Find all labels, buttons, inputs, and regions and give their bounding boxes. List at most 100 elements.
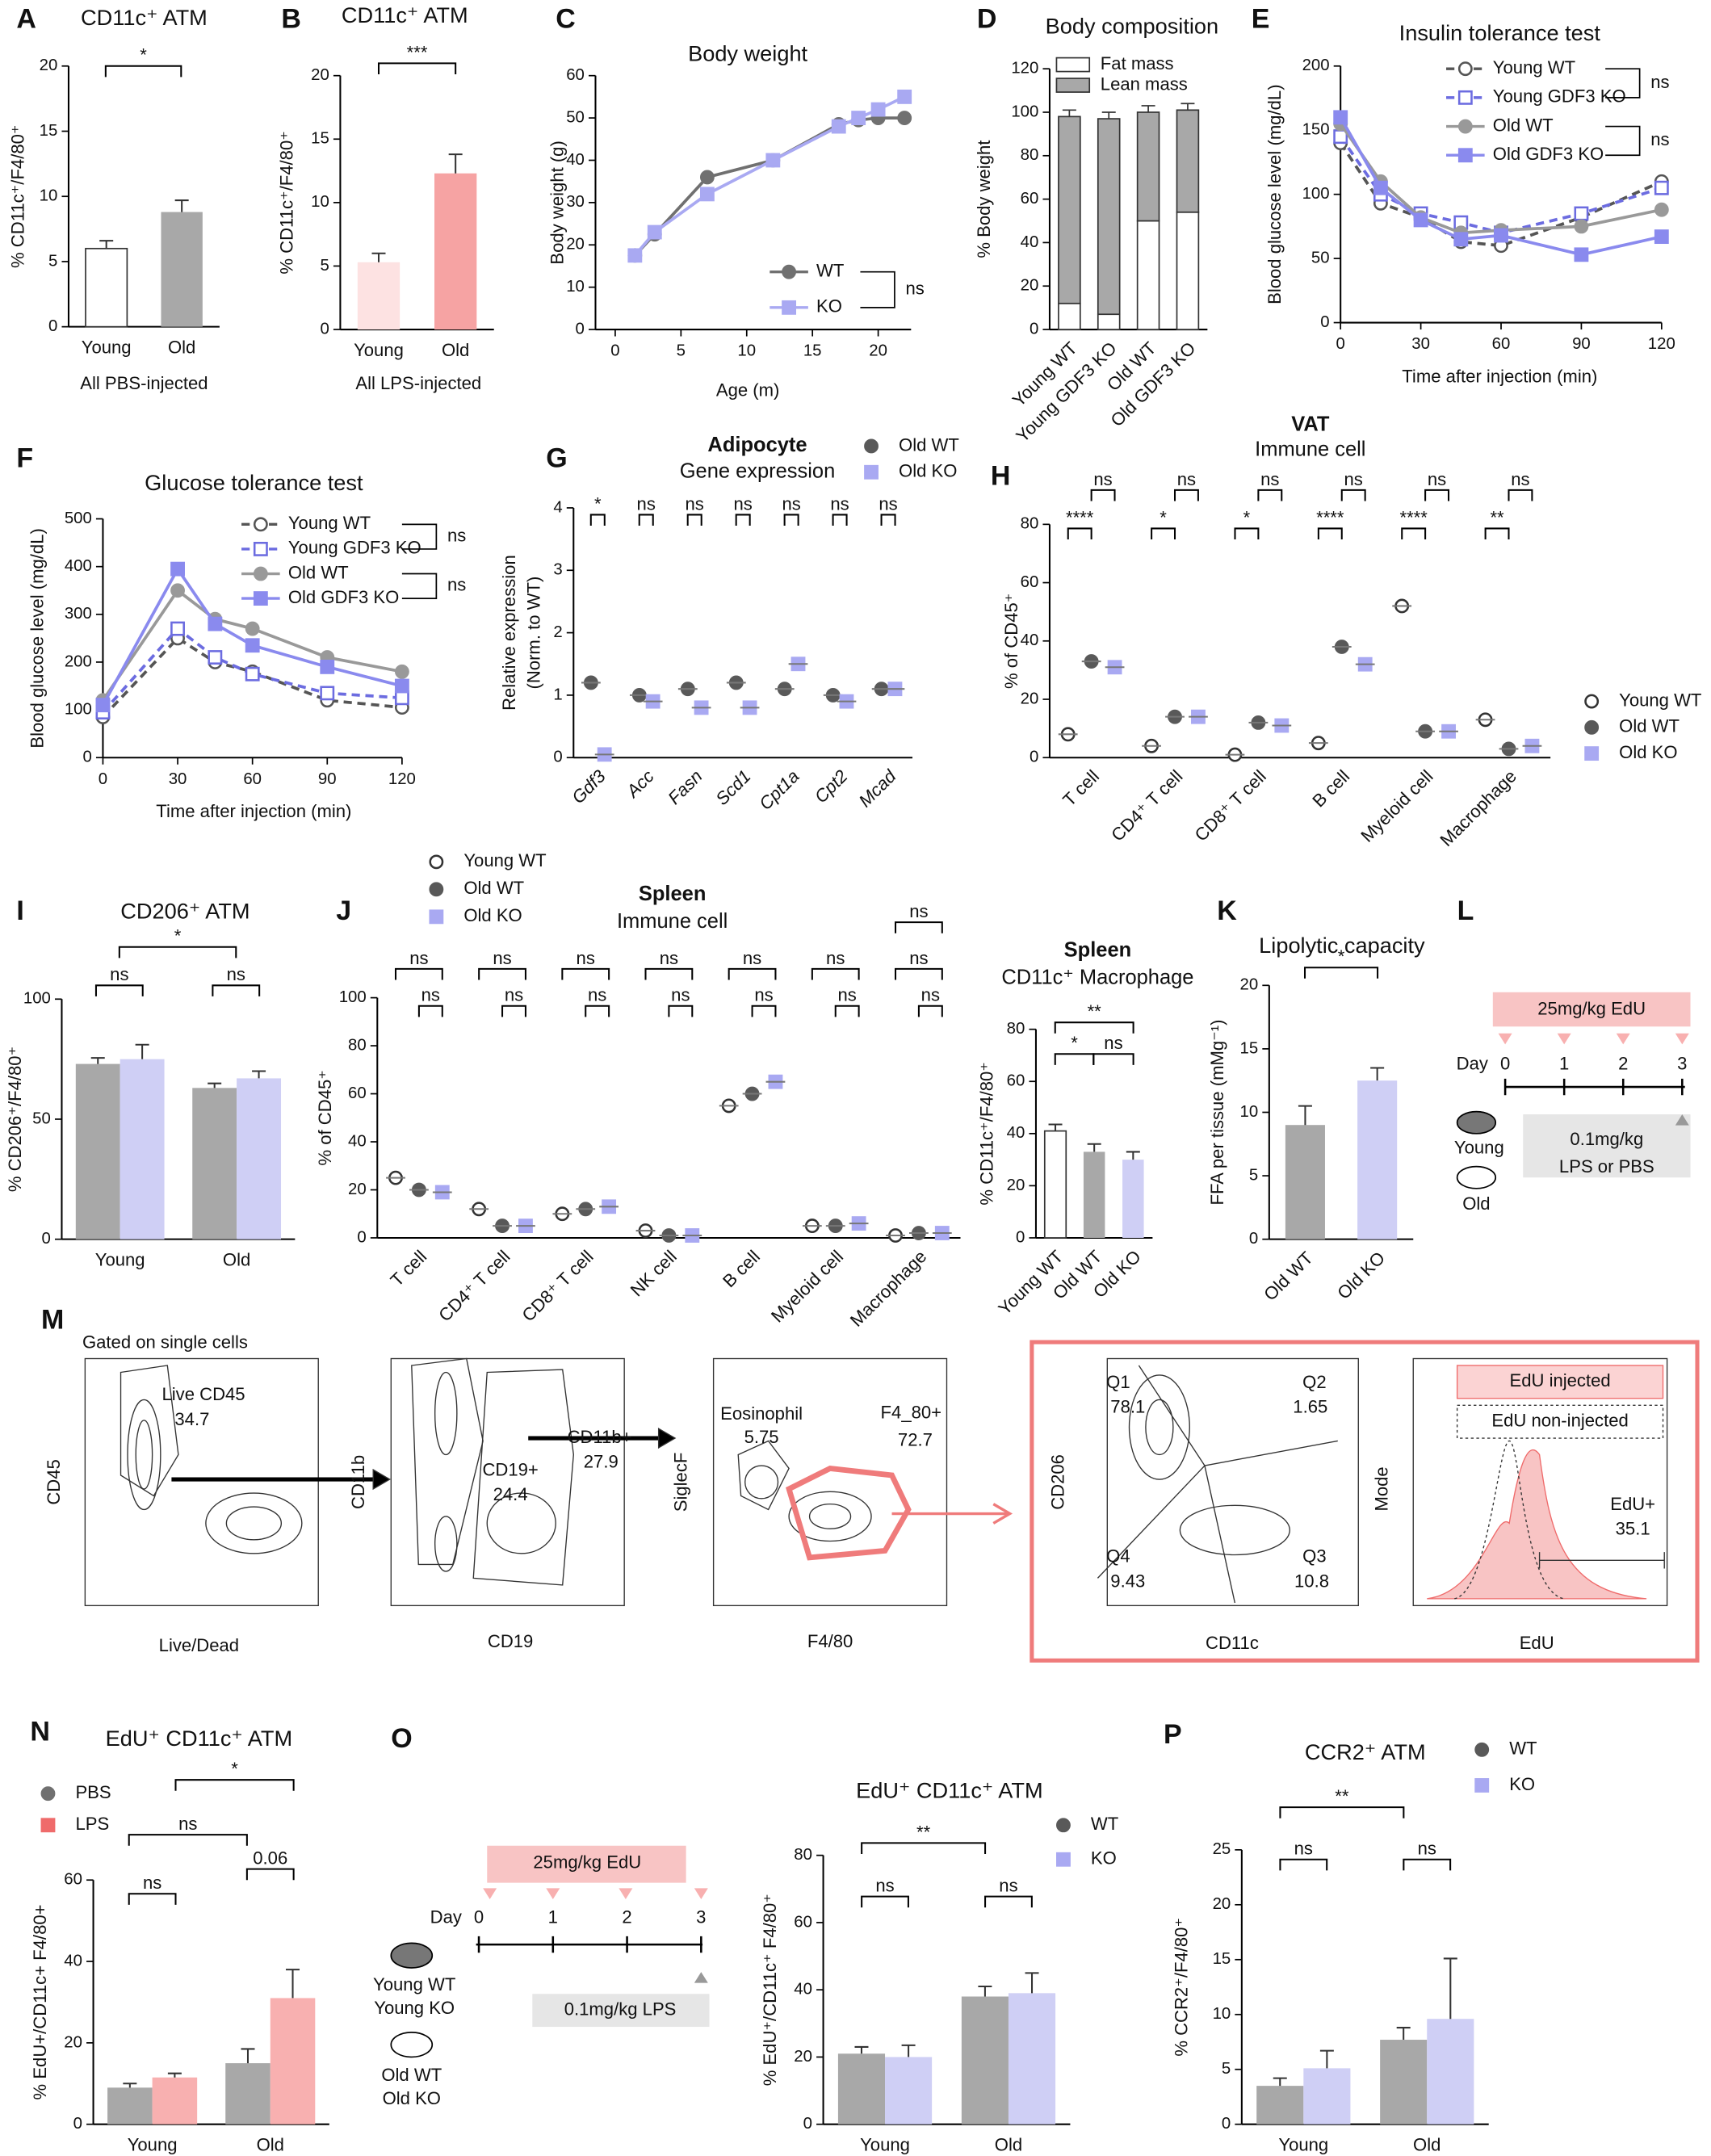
y-axis-label: % CD206⁺/F4/80⁺ xyxy=(5,1047,25,1192)
significance-bracket xyxy=(1279,1858,1328,1871)
annotation-text: 24.4 xyxy=(493,1484,528,1504)
significance-label: ns xyxy=(660,948,678,968)
bar-segment xyxy=(1058,115,1081,304)
legend-marker xyxy=(1056,1818,1071,1833)
bar xyxy=(1083,1151,1105,1238)
legend-label: Young GDF3 KO xyxy=(1493,86,1626,107)
significance-bracket xyxy=(1401,527,1427,540)
significance-bracket xyxy=(834,1005,860,1017)
error-bar xyxy=(123,2083,137,2088)
y-tick-label: 0 xyxy=(48,317,57,335)
significance-label: ns xyxy=(875,1876,894,1896)
significance-bracket xyxy=(1279,1806,1405,1818)
y-tick-label: 25 xyxy=(1213,1840,1231,1858)
gate-highlight xyxy=(786,1465,912,1561)
y-tick-label: 10 xyxy=(1240,1103,1259,1121)
panel-label: A xyxy=(16,4,36,35)
mouse-icon xyxy=(1456,1165,1497,1189)
x-tick-label: 5 xyxy=(677,342,686,360)
significance-bracket xyxy=(1092,1053,1134,1065)
histogram-edu xyxy=(1427,1449,1647,1600)
gate xyxy=(120,1365,179,1497)
series-line xyxy=(101,566,403,707)
x-axis-label: Age (m) xyxy=(716,380,780,400)
significance-label: ns xyxy=(1418,1839,1436,1859)
significance-bracket xyxy=(895,967,943,980)
bar xyxy=(225,2063,270,2125)
legend-marker xyxy=(1584,746,1600,761)
annotation-text: CD11b xyxy=(348,1455,368,1509)
significance-label: * xyxy=(174,926,182,946)
contour xyxy=(1179,1504,1291,1556)
y-tick-label: 40 xyxy=(348,1132,367,1150)
chart-title: CCR2⁺ ATM xyxy=(1305,1739,1426,1764)
significance-bracket xyxy=(104,65,182,78)
significance-label: * xyxy=(1160,507,1167,527)
annotation-text: 0 xyxy=(474,1907,484,1927)
data-point xyxy=(320,659,335,674)
y-tick-label: 5 xyxy=(320,257,329,275)
significance-bracket xyxy=(174,1779,295,1791)
error-bar xyxy=(286,1969,300,1999)
y-tick-label: 120 xyxy=(1011,60,1038,78)
bar xyxy=(85,247,128,328)
y-tick-label: 80 xyxy=(1021,146,1039,164)
gate xyxy=(411,1357,484,1566)
annotation-text: EdU+ xyxy=(1610,1494,1655,1514)
legend-marker xyxy=(1056,1852,1071,1867)
significance-bracket xyxy=(917,1005,943,1017)
significance-bracket xyxy=(638,514,654,526)
contour xyxy=(1145,1399,1174,1456)
bar-segment xyxy=(1136,220,1160,330)
bar xyxy=(1427,2019,1474,2125)
annotation-text: Q2 xyxy=(1302,1372,1326,1392)
data-point xyxy=(897,89,912,104)
significance-label: ns xyxy=(1428,469,1446,489)
legend-label: Fat mass xyxy=(1101,53,1174,73)
significance-bracket xyxy=(880,514,896,526)
y-tick-label: 60 xyxy=(1021,190,1039,208)
y-tick-label: 100 xyxy=(339,988,367,1006)
data-point xyxy=(1654,229,1669,245)
chart-subtitle: Gene expression xyxy=(680,460,836,483)
y-tick-label: 300 xyxy=(65,605,92,623)
panel-label: N xyxy=(30,1716,50,1747)
legend-label: Old WT xyxy=(899,434,959,455)
edu-gate xyxy=(1538,1552,1665,1569)
annotation-text: 10.8 xyxy=(1294,1571,1329,1591)
chart-title: Glucose tolerance test xyxy=(145,470,363,495)
significance-bracket xyxy=(668,1005,694,1017)
bar xyxy=(434,173,477,330)
y-tick-label: 0 xyxy=(1016,1228,1025,1246)
y-tick-label: 0 xyxy=(357,1228,366,1246)
x-tick-label: 10 xyxy=(737,342,756,360)
annotation-text: Q4 xyxy=(1106,1546,1130,1567)
legend-marker xyxy=(429,909,444,925)
legend-label: Old WT xyxy=(1619,716,1680,736)
y-tick-label: 30 xyxy=(566,193,585,211)
x-tick-label: 30 xyxy=(169,770,187,788)
annotation-text: Old WT xyxy=(381,2065,442,2085)
legend-label: Old GDF3 KO xyxy=(288,587,399,607)
data-point xyxy=(699,170,715,185)
error-bar xyxy=(1062,109,1076,117)
legend-marker xyxy=(40,1786,56,1802)
data-point xyxy=(870,102,886,117)
legend-bracket xyxy=(1605,68,1641,99)
y-tick-label: 5 xyxy=(1249,1166,1258,1184)
significance-bracket xyxy=(1340,489,1366,501)
bar-segment xyxy=(1058,302,1081,330)
significance-bracket xyxy=(1173,489,1199,501)
annotation-text: Eosinophil xyxy=(720,1403,803,1424)
y-tick-label: 1 xyxy=(553,686,562,703)
error-bar xyxy=(208,1082,222,1088)
error-bar xyxy=(1025,1972,1039,1994)
significance-label: * xyxy=(140,45,147,65)
schematic-decoration xyxy=(390,992,1691,2058)
significance-label: ns xyxy=(1104,1033,1122,1053)
legend-marker xyxy=(1457,148,1473,163)
x-tick-label: Old xyxy=(442,340,469,360)
significance-label: ns xyxy=(637,493,656,514)
y-tick-label: 20 xyxy=(1007,1177,1025,1194)
legend-marker xyxy=(1457,119,1473,134)
